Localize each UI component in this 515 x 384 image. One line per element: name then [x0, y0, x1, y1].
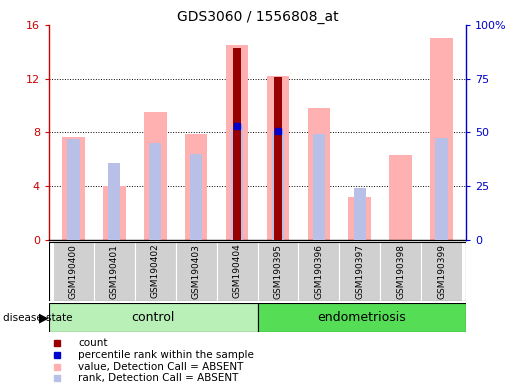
Bar [274, 78, 282, 240]
Text: GSM190404: GSM190404 [233, 244, 242, 298]
Bar [190, 154, 202, 240]
Text: GSM190395: GSM190395 [273, 244, 282, 299]
Bar [217, 242, 258, 301]
Bar [49, 303, 258, 332]
Bar [435, 138, 448, 240]
Text: rank, Detection Call = ABSENT: rank, Detection Call = ABSENT [78, 373, 238, 383]
Bar [231, 126, 243, 240]
Bar [149, 143, 161, 240]
Bar [389, 155, 412, 240]
Bar [67, 139, 80, 240]
Bar [135, 242, 176, 301]
Text: GSM190398: GSM190398 [396, 244, 405, 299]
Text: GSM190403: GSM190403 [192, 244, 201, 299]
Bar [62, 137, 84, 240]
Bar [144, 112, 166, 240]
Text: GSM190402: GSM190402 [151, 244, 160, 298]
Text: GSM190400: GSM190400 [69, 244, 78, 299]
Bar [298, 242, 339, 301]
Bar [421, 242, 462, 301]
Text: ▶: ▶ [39, 311, 48, 324]
Bar [267, 76, 289, 240]
Text: GSM190396: GSM190396 [314, 244, 323, 299]
Text: GDS3060 / 1556808_at: GDS3060 / 1556808_at [177, 10, 338, 23]
Text: endometriosis: endometriosis [317, 311, 406, 324]
Text: GSM190399: GSM190399 [437, 244, 446, 299]
Bar [258, 303, 466, 332]
Bar [339, 242, 380, 301]
Text: GSM190397: GSM190397 [355, 244, 364, 299]
Bar [103, 186, 126, 240]
Bar [53, 242, 94, 301]
Bar [258, 242, 298, 301]
Bar [349, 197, 371, 240]
Bar [108, 164, 121, 240]
Bar [226, 45, 248, 240]
Text: count: count [78, 338, 108, 348]
Bar [176, 242, 217, 301]
Text: value, Detection Call = ABSENT: value, Detection Call = ABSENT [78, 361, 244, 372]
Bar [94, 242, 135, 301]
Text: control: control [131, 311, 175, 324]
Bar [354, 188, 366, 240]
Bar [431, 38, 453, 240]
Bar [233, 48, 241, 240]
Text: GSM190401: GSM190401 [110, 244, 119, 299]
Text: percentile rank within the sample: percentile rank within the sample [78, 350, 254, 360]
Text: disease state: disease state [3, 313, 72, 323]
Bar [313, 134, 325, 240]
Bar [272, 131, 284, 240]
Bar [380, 242, 421, 301]
Bar [185, 134, 208, 240]
Bar [307, 108, 330, 240]
